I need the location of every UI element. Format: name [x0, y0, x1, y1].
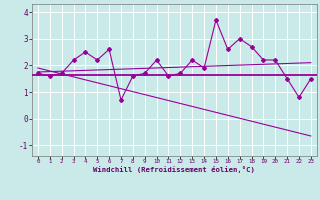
- X-axis label: Windchill (Refroidissement éolien,°C): Windchill (Refroidissement éolien,°C): [93, 166, 255, 173]
